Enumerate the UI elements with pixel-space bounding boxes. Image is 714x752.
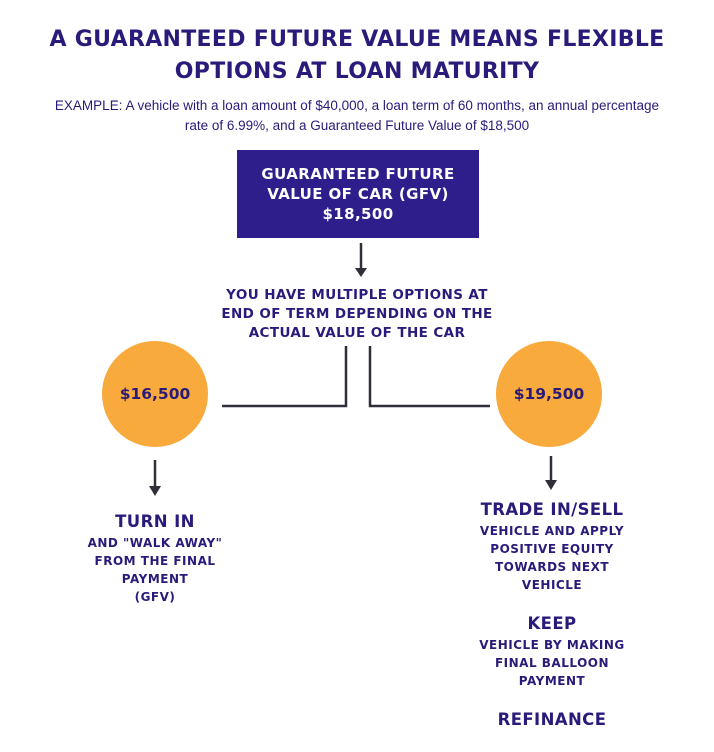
title-line-1: A GUARANTEED FUTURE VALUE MEANS FLEXIBLE [49, 27, 665, 52]
connector-left [222, 346, 348, 408]
refinance-heading: REFINANCE [497, 710, 607, 729]
keep-line-1: VEHICLE BY MAKING [479, 638, 625, 652]
title-line-2: OPTIONS AT LOAN MATURITY [174, 59, 540, 84]
example-line-1: EXAMPLE: A vehicle with a loan amount of… [54, 98, 660, 113]
options-line-1: YOU HAVE MULTIPLE OPTIONS AT [226, 287, 488, 303]
value-high: $19,500 [513, 385, 585, 403]
keep-heading: KEEP [527, 614, 577, 633]
arrow-head-gfv [355, 268, 367, 277]
turn-in-block: TURN IN AND "WALK AWAY" FROM THE FINAL P… [55, 510, 255, 606]
arrow-head-right [545, 480, 557, 490]
refinance-block: REFINANCE [442, 708, 662, 732]
page-title: A GUARANTEED FUTURE VALUE MEANS FLEXIBLE… [0, 24, 714, 88]
turn-in-line-1: AND "WALK AWAY" [87, 536, 223, 550]
value-low: $16,500 [119, 385, 191, 403]
trade-in-line-1: VEHICLE AND APPLY [479, 524, 625, 538]
trade-in-line-2: POSITIVE EQUITY [490, 542, 614, 556]
example-text: EXAMPLE: A vehicle with a loan amount of… [10, 96, 704, 136]
keep-line-3: PAYMENT [518, 674, 586, 688]
turn-in-line-2: FROM THE FINAL [94, 554, 216, 568]
turn-in-heading: TURN IN [115, 512, 195, 531]
arrow-head-left [149, 486, 161, 496]
trade-in-line-3: TOWARDS NEXT [494, 560, 610, 574]
trade-in-line-4: VEHICLE [521, 578, 583, 592]
example-line-2: rate of 6.99%, and a Guaranteed Future V… [184, 118, 530, 133]
trade-in-heading: TRADE IN/SELL [480, 500, 624, 519]
gfv-amount: $18,500 [322, 205, 394, 223]
turn-in-line-4: (GFV) [134, 590, 176, 604]
keep-line-2: FINAL BALLOON [494, 656, 610, 670]
trade-in-block: TRADE IN/SELL VEHICLE AND APPLY POSITIVE… [442, 498, 662, 594]
gfv-box: GUARANTEED FUTURE VALUE OF CAR (GFV) $18… [237, 150, 479, 238]
gfv-line-1: GUARANTEED FUTURE [261, 165, 455, 183]
keep-block: KEEP VEHICLE BY MAKING FINAL BALLOON PAY… [442, 612, 662, 690]
options-text: YOU HAVE MULTIPLE OPTIONS AT END OF TERM… [190, 286, 524, 343]
connector-right [368, 346, 490, 408]
turn-in-line-3: PAYMENT [121, 572, 189, 586]
value-circle-high: $19,500 [496, 341, 602, 447]
value-circle-low: $16,500 [102, 341, 208, 447]
gfv-line-2: VALUE OF CAR (GFV) [267, 185, 449, 203]
options-line-3: ACTUAL VALUE OF THE CAR [248, 325, 466, 341]
options-line-2: END OF TERM DEPENDING ON THE [221, 306, 493, 322]
